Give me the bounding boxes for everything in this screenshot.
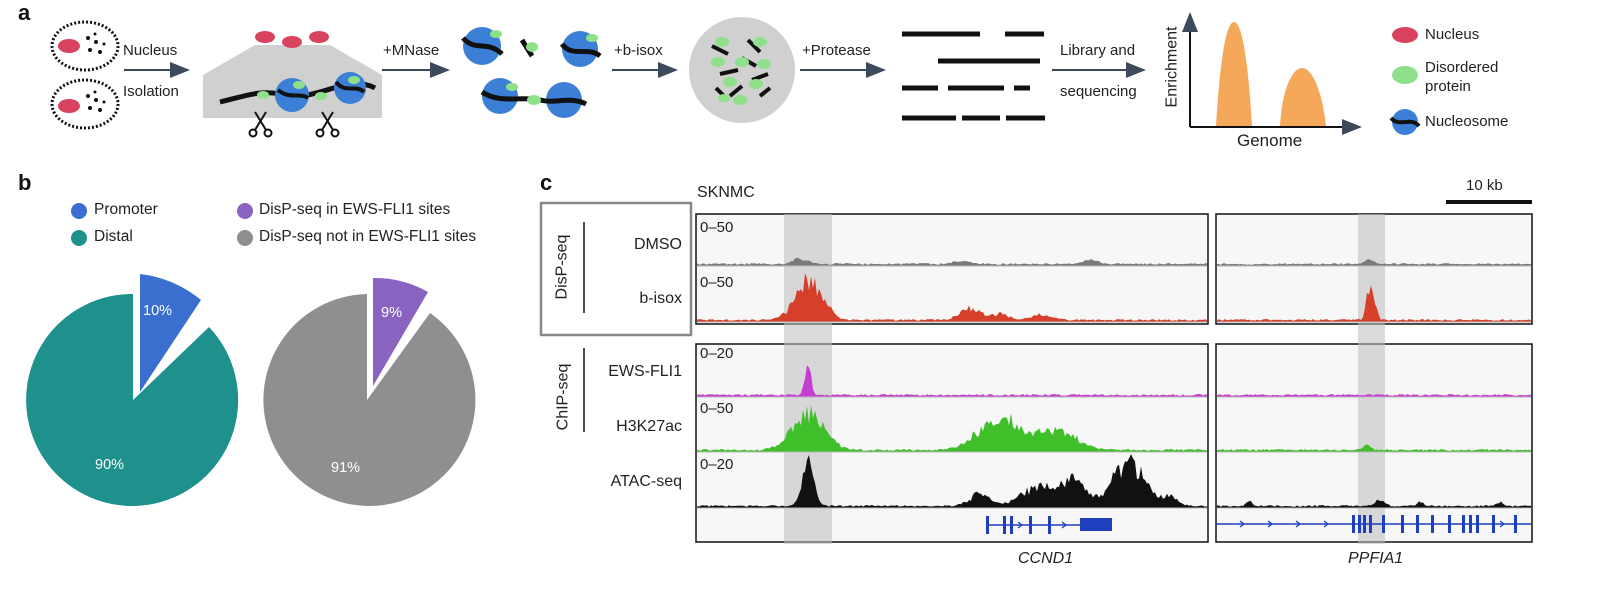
signal-dmso-r [1217, 259, 1531, 266]
step-library-label: Library and [1060, 42, 1136, 59]
pie2-small-label: 9% [381, 305, 402, 321]
pie2-inside-slice [373, 277, 428, 386]
legend-protein-label: protein [1425, 78, 1471, 95]
track-range-atac-seq: 0–20 [700, 456, 734, 473]
legend-nucleus-label: Nucleus [1425, 26, 1480, 43]
track-signals [697, 257, 1531, 509]
signal-b-isox-r [1217, 285, 1531, 322]
legend-promoter: Promoter [94, 201, 158, 218]
pie1-large-label: 90% [95, 457, 125, 473]
signal-dmso-l [697, 257, 1207, 266]
legend-in-ews-fli1: DisP-seq in EWS-FLI1 sites [259, 201, 451, 218]
nucleus-cell-top [50, 20, 120, 72]
step-nucleus-label: Nucleus [123, 42, 178, 59]
step-sequencing-label: sequencing [1060, 83, 1137, 100]
disp-seq-group-label: DisP-seq [553, 234, 571, 300]
signal-atac-seq-l [697, 454, 1207, 508]
signal-atac-seq-r [1217, 499, 1531, 508]
pie-chart-2 [263, 277, 476, 506]
legend-not-in-ews-fli1: DisP-seq not in EWS-FLI1 sites [259, 228, 477, 245]
pie2-outside-slice [263, 294, 476, 506]
signal-h3k27ac-l [697, 404, 1207, 452]
step-protease-label: +Protease [802, 42, 871, 59]
track-label-bisox: b-isox [639, 290, 682, 307]
track-label-atac-seq: ATAC-seq [610, 473, 682, 490]
panel-c-label: c [540, 170, 553, 195]
enrichment-plot [1182, 12, 1362, 135]
signal-b-isox-l [697, 273, 1207, 322]
panel-a-label: a [18, 0, 31, 25]
chip-seq-group-label: ChIP-seq [554, 363, 572, 431]
step-isolation-label: Isolation [123, 83, 179, 100]
nucleosome-fragments [461, 27, 602, 118]
track-label-ews-fli1: EWS-FLI1 [608, 363, 682, 380]
nucleus-cell-bottom [50, 78, 120, 130]
legend-nucleosome-label: Nucleosome [1425, 113, 1509, 130]
track-range-dmso: 0–50 [700, 219, 734, 236]
track-range-bisox: 0–50 [700, 274, 734, 291]
track-range-ews-fli1: 0–20 [700, 345, 734, 362]
nucleus-legend-icon [1392, 27, 1418, 43]
pie-chart-1 [26, 274, 239, 506]
step-bisox-label: +b-isox [614, 42, 663, 59]
gene-model-ccnd1 [986, 516, 1112, 534]
gene-model-ppfia1 [1216, 515, 1532, 533]
signal-ews-fli1-r [1217, 394, 1531, 397]
step-mnase-label: +MNase [383, 42, 440, 59]
legend-disordered-label: Disordered [1425, 59, 1499, 76]
track-label-dmso: DMSO [634, 236, 682, 253]
gene-label-ccnd1: CCND1 [1018, 550, 1074, 567]
protein-legend-icon [1392, 66, 1418, 84]
cell-line-label: SKNMC [697, 184, 755, 201]
enrichment-axis-label: Enrichment [1163, 26, 1181, 108]
disp-group-box [539, 201, 693, 337]
scale-bar-label: 10 kb [1466, 177, 1503, 194]
pie1-distal-slice [26, 293, 239, 506]
signal-h3k27ac-r [1217, 444, 1531, 452]
legend-distal: Distal [94, 228, 133, 245]
gene-label-ppfia1: PPFIA1 [1348, 550, 1404, 567]
track-label-h3k27ac: H3K27ac [616, 418, 682, 435]
pie1-small-label: 10% [143, 303, 173, 319]
pie1-promoter-slice [140, 274, 201, 392]
panel-b-label: b [18, 170, 32, 195]
pie2-large-label: 91% [331, 460, 361, 476]
genome-axis-label: Genome [1237, 131, 1303, 150]
track-range-h3k27ac: 0–50 [700, 400, 734, 417]
